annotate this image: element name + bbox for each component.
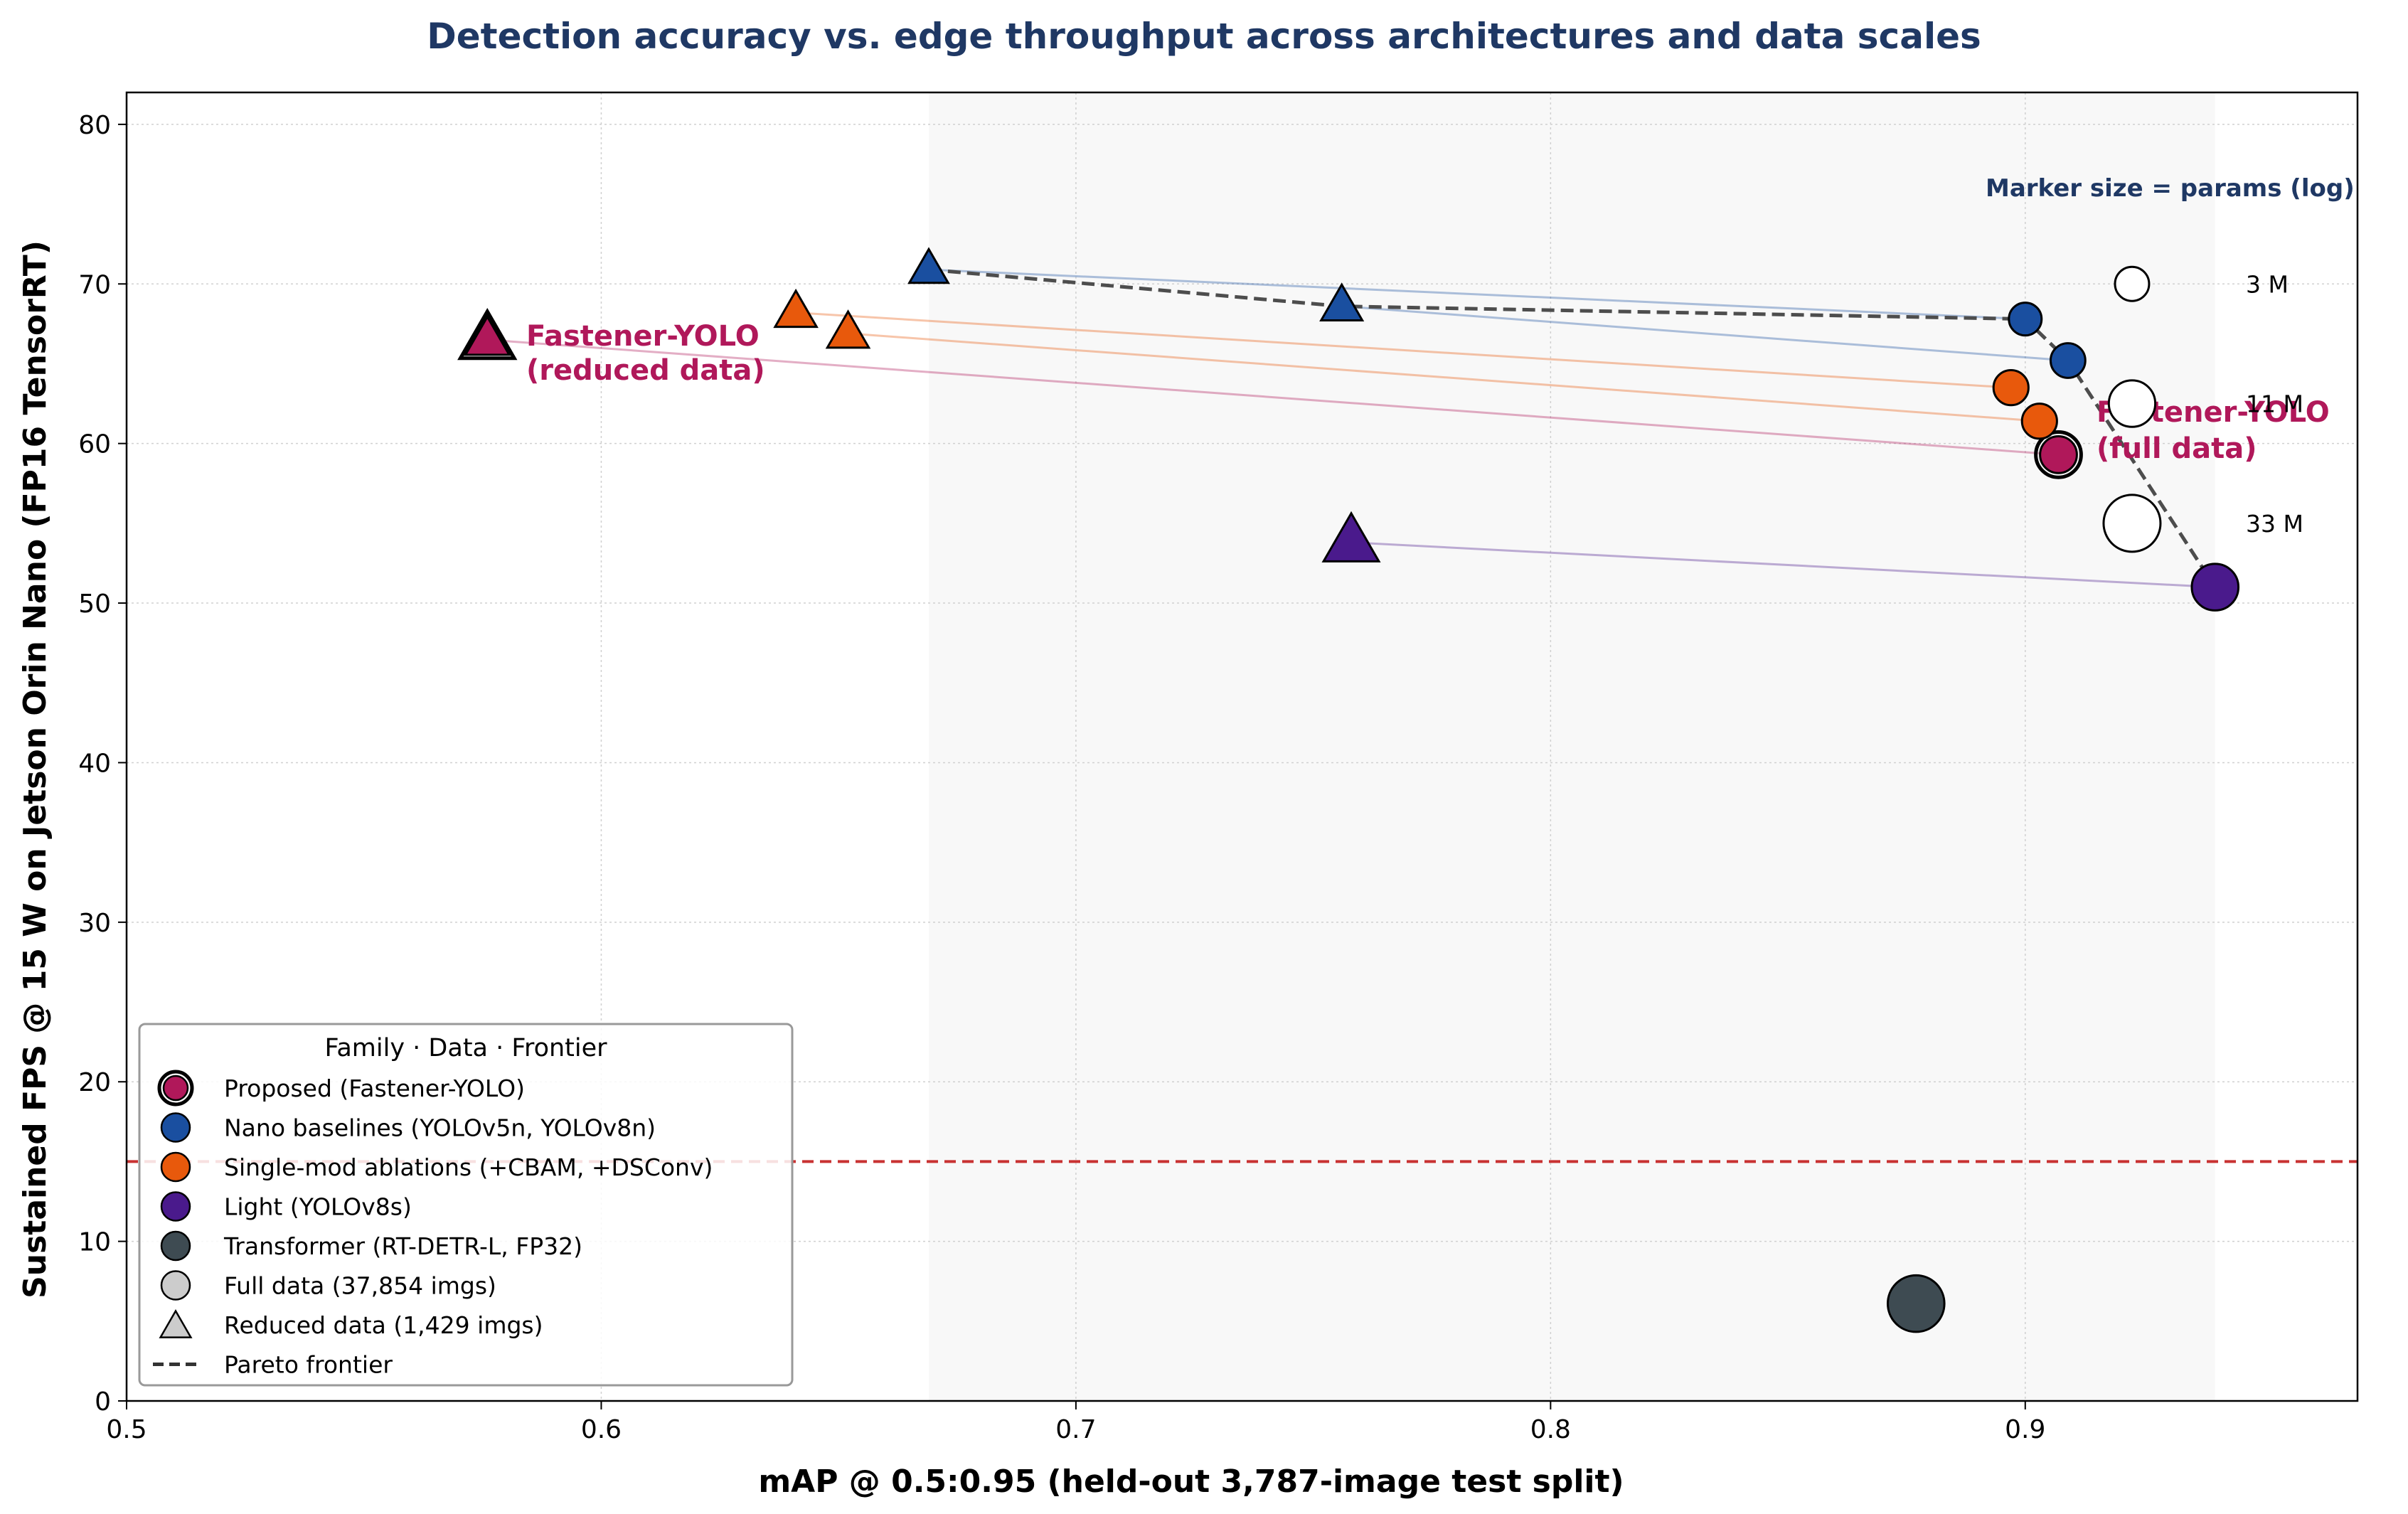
legend-label: Single-mod ablations (+CBAM, +DSConv) [224, 1153, 713, 1181]
connector-line [487, 338, 2059, 456]
y-tick-label: 40 [78, 749, 111, 778]
x-axis-label: mAP @ 0.5:0.95 (held-out 3,787-image tes… [758, 1464, 1624, 1500]
legend-label: Light (YOLOv8s) [224, 1193, 412, 1221]
y-tick-label: 20 [78, 1068, 111, 1097]
x-tick-label: 0.6 [581, 1415, 622, 1444]
legend-marker-ring [157, 1070, 194, 1107]
legend-label: Pareto frontier [224, 1351, 393, 1379]
point-ring [2034, 430, 2083, 479]
connector-line [928, 268, 2025, 321]
legend-label: Full data (37,854 imgs) [224, 1272, 496, 1300]
connector-lines-group [487, 268, 2215, 589]
connector-line [796, 311, 2011, 389]
point-nano-reduced [907, 247, 950, 284]
x-tick-label: 0.8 [1530, 1415, 1571, 1444]
annotation-full-line2: (full data) [2097, 432, 2257, 465]
point-proposed-full [2039, 435, 2078, 474]
plot-frame [125, 91, 2359, 1402]
size-legend-group: Marker size = params (log) 3 M 11 M 33 M [1986, 174, 2355, 553]
y-tick-label: 30 [78, 909, 111, 938]
data-points-group [457, 247, 2240, 1333]
annotation-reduced-line1: Fastener-YOLO [526, 320, 760, 353]
size-legend-circle [2102, 494, 2162, 553]
annotation-reduced-line2: (reduced data) [526, 354, 765, 387]
plot-background-group [928, 92, 2215, 1401]
legend-label: Reduced data (1,429 imgs) [224, 1311, 543, 1339]
legend-marker [159, 1308, 193, 1338]
point-light-reduced [1321, 511, 1381, 563]
point-ablation-reduced [773, 288, 819, 329]
point-nano-full [2008, 302, 2043, 337]
point-ring [457, 307, 518, 361]
y-tick-label: 0 [95, 1387, 111, 1417]
x-tick-label: 0.7 [1055, 1415, 1096, 1444]
ticks-group: 0.5 0.6 0.7 0.8 0.9 0 10 20 30 40 50 60 70 80 [78, 111, 2045, 1444]
legend-marker [162, 1075, 189, 1102]
y-tick-label: 50 [78, 590, 111, 619]
x-tick-label: 0.5 [106, 1415, 146, 1444]
shaded-region [928, 92, 2215, 1401]
point-nano-full [2049, 342, 2087, 379]
y-tick-label: 10 [78, 1228, 111, 1257]
x-tick-label: 0.9 [2005, 1415, 2045, 1444]
point-proposed-reduced [463, 314, 511, 356]
point-light-full [2190, 563, 2240, 612]
legend-marker [160, 1191, 191, 1222]
legend-marker [160, 1230, 191, 1262]
legend-group: Family · Data · Frontier Proposed (Faste… [138, 1023, 794, 1387]
legend-marker [160, 1270, 191, 1301]
size-legend-circle [2114, 265, 2151, 302]
legend-marker [160, 1112, 191, 1143]
connector-line [1350, 541, 2215, 589]
point-ablation-reduced [825, 309, 871, 349]
y-tick-label: 70 [78, 270, 111, 299]
connector-line [848, 332, 2040, 422]
size-legend-label: 3 M [2246, 270, 2289, 298]
size-legend-label: 11 M [2246, 390, 2303, 418]
y-tick-label: 80 [78, 111, 111, 140]
point-nano-reduced [1319, 282, 1365, 321]
legend-marker [160, 1151, 191, 1183]
y-tick-label: 60 [78, 430, 111, 459]
chart-title: Detection accuracy vs. edge throughput a… [427, 16, 1981, 57]
legend-label: Proposed (Fastener-YOLO) [224, 1075, 525, 1102]
axes-group [125, 91, 2359, 1402]
legend-title: Family · Data · Frontier [324, 1034, 607, 1062]
legend-box [138, 1023, 794, 1387]
point-ablation-full [1992, 369, 2030, 407]
y-axis-label: Sustained FPS @ 15 W on Jetson Orin Nano… [17, 240, 53, 1299]
connector-line [1341, 305, 2068, 362]
legend-label: Transformer (RT-DETR-L, FP32) [223, 1232, 582, 1260]
point-transformer-full [1886, 1274, 1946, 1333]
legend-label: Nano baselines (YOLOv5n, YOLOv8n) [224, 1114, 656, 1142]
size-legend-circle [2107, 379, 2157, 428]
size-legend-title: Marker size = params (log) [1986, 174, 2355, 203]
point-ablation-full [2020, 403, 2058, 440]
size-legend-label: 33 M [2246, 510, 2303, 538]
